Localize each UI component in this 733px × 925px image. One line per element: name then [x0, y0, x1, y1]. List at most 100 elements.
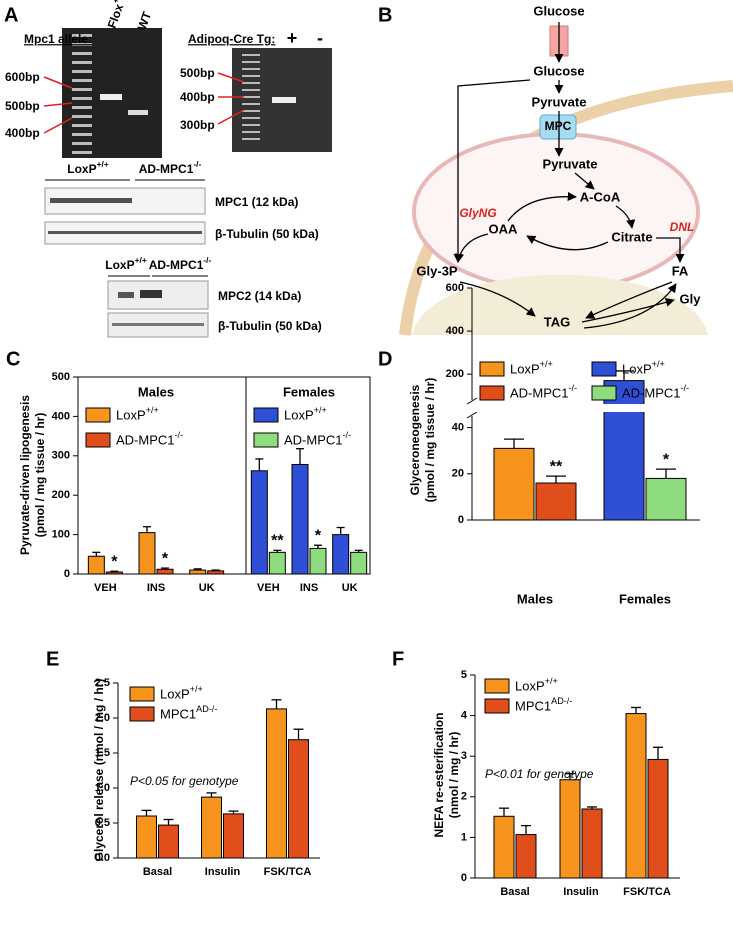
- line: [43, 76, 73, 89]
- shape: [62, 28, 162, 158]
- lane-label: +: [287, 28, 298, 48]
- y-tick-label: 400: [446, 325, 464, 337]
- arrow: [581, 297, 675, 323]
- shape: [242, 89, 260, 91]
- blot-row: MPC2 (14 kDa): [218, 289, 301, 303]
- panel-label: A: [4, 4, 18, 26]
- line: [466, 411, 478, 419]
- y-tick-label: 5: [461, 669, 467, 681]
- shape: [72, 151, 92, 154]
- diagram-node: Gly-3P: [416, 263, 458, 278]
- x-tick-label: UK: [199, 582, 215, 594]
- legend-swatch: [479, 361, 505, 377]
- legend-label: AD-MPC1-/-: [622, 383, 689, 400]
- legend-label: MPC1AD-/-: [515, 696, 572, 713]
- x-tick-label: INS: [300, 582, 318, 594]
- significance: *: [663, 451, 670, 468]
- diagram-node: Glucose: [533, 3, 584, 18]
- y-tick-label: 2: [461, 791, 467, 803]
- y-axis-label: (pmol / mg tissue / hr): [33, 413, 47, 538]
- bar: [136, 815, 157, 859]
- blot-row: MPC1 (12 kDa): [215, 195, 298, 209]
- y-axis-label: Glyceroneogenesis: [408, 384, 422, 495]
- line: [43, 117, 73, 134]
- bar: [158, 824, 179, 859]
- legend-label: LoxP+/+: [116, 405, 159, 422]
- shape: [242, 110, 260, 112]
- shape: [242, 61, 260, 63]
- y-axis-label: Pyruvate-driven lipogenesis: [18, 395, 32, 555]
- legend-label: LoxP+/+: [284, 405, 327, 422]
- x-tick-label: INS: [147, 582, 165, 594]
- y-axis-label: Glycerol release (nmol / mg / hr): [92, 679, 106, 862]
- y-tick-label: 200: [52, 489, 70, 501]
- y-tick-label: 0: [64, 568, 70, 580]
- legend-swatch: [253, 407, 279, 423]
- ladder-label: 600bp: [5, 70, 40, 84]
- shape: [72, 43, 92, 46]
- shape: [539, 114, 577, 140]
- line: [217, 72, 245, 83]
- arrow: [574, 172, 595, 190]
- bar: [223, 813, 244, 859]
- shape: [72, 106, 92, 109]
- bar: [288, 739, 309, 859]
- significance: *: [111, 553, 118, 570]
- annotation: P<0.05 for genotype: [130, 774, 239, 788]
- ladder-label: 500bp: [180, 66, 215, 80]
- x-tick-label: Basal: [143, 866, 172, 878]
- bar: [647, 758, 669, 879]
- blot-group: LoxP+/+: [67, 159, 109, 176]
- legend-label: LoxP+/+: [622, 359, 665, 376]
- arrow: [615, 205, 636, 229]
- diagram-node: Pyruvate: [532, 94, 587, 109]
- y-axis-label: (nmol / mg / hr): [447, 732, 461, 819]
- group-title: Males: [138, 384, 174, 399]
- arrow: [454, 233, 489, 263]
- shape: [118, 292, 134, 298]
- panel-label: E: [46, 648, 59, 670]
- blot-row: β-Tubulin (50 kDa): [218, 319, 322, 333]
- shape: [72, 142, 92, 145]
- legend-swatch: [484, 678, 510, 694]
- y-tick-label: 600: [446, 282, 464, 294]
- shape: [100, 94, 122, 100]
- arrow: [583, 283, 677, 329]
- ladder-label: 300bp: [180, 118, 215, 132]
- arrow: [585, 281, 673, 319]
- diagram-node: Pyruvate: [543, 156, 598, 171]
- shape: [140, 290, 162, 298]
- shape: [72, 115, 92, 118]
- arrow: [526, 235, 609, 251]
- shape: [128, 110, 148, 115]
- arrow: [656, 237, 685, 263]
- x-tick-label: FSK/TCA: [623, 886, 671, 898]
- blot-group: AD-MPC1-/-: [139, 159, 202, 176]
- legend-label: LoxP+/+: [160, 684, 203, 701]
- panel-label: F: [392, 648, 404, 670]
- y-tick-label: 3: [461, 750, 467, 762]
- shape: [72, 52, 92, 55]
- shape: [72, 79, 92, 82]
- arrow: [453, 79, 531, 263]
- legend-label: AD-MPC1-/-: [510, 383, 577, 400]
- significance: **: [271, 533, 284, 550]
- diagram-node: FA: [672, 263, 689, 278]
- bar: [493, 447, 535, 521]
- significance: *: [162, 550, 169, 567]
- diagram-node: Citrate: [611, 229, 652, 244]
- bar: [268, 551, 286, 575]
- legend-swatch: [484, 698, 510, 714]
- diagram-node: A-CoA: [580, 189, 621, 204]
- bar: [535, 482, 577, 521]
- y-tick-label: 1: [461, 831, 467, 843]
- line: [43, 102, 73, 107]
- diagram-node: Glucose: [533, 63, 584, 78]
- bar: [645, 477, 687, 521]
- shape: [242, 96, 260, 98]
- diagram-node: GlyNG: [459, 206, 496, 220]
- shape: [72, 124, 92, 127]
- blot-group: AD-MPC1-/-: [149, 255, 212, 272]
- gel-title: Mpc1 allele:: [24, 32, 92, 46]
